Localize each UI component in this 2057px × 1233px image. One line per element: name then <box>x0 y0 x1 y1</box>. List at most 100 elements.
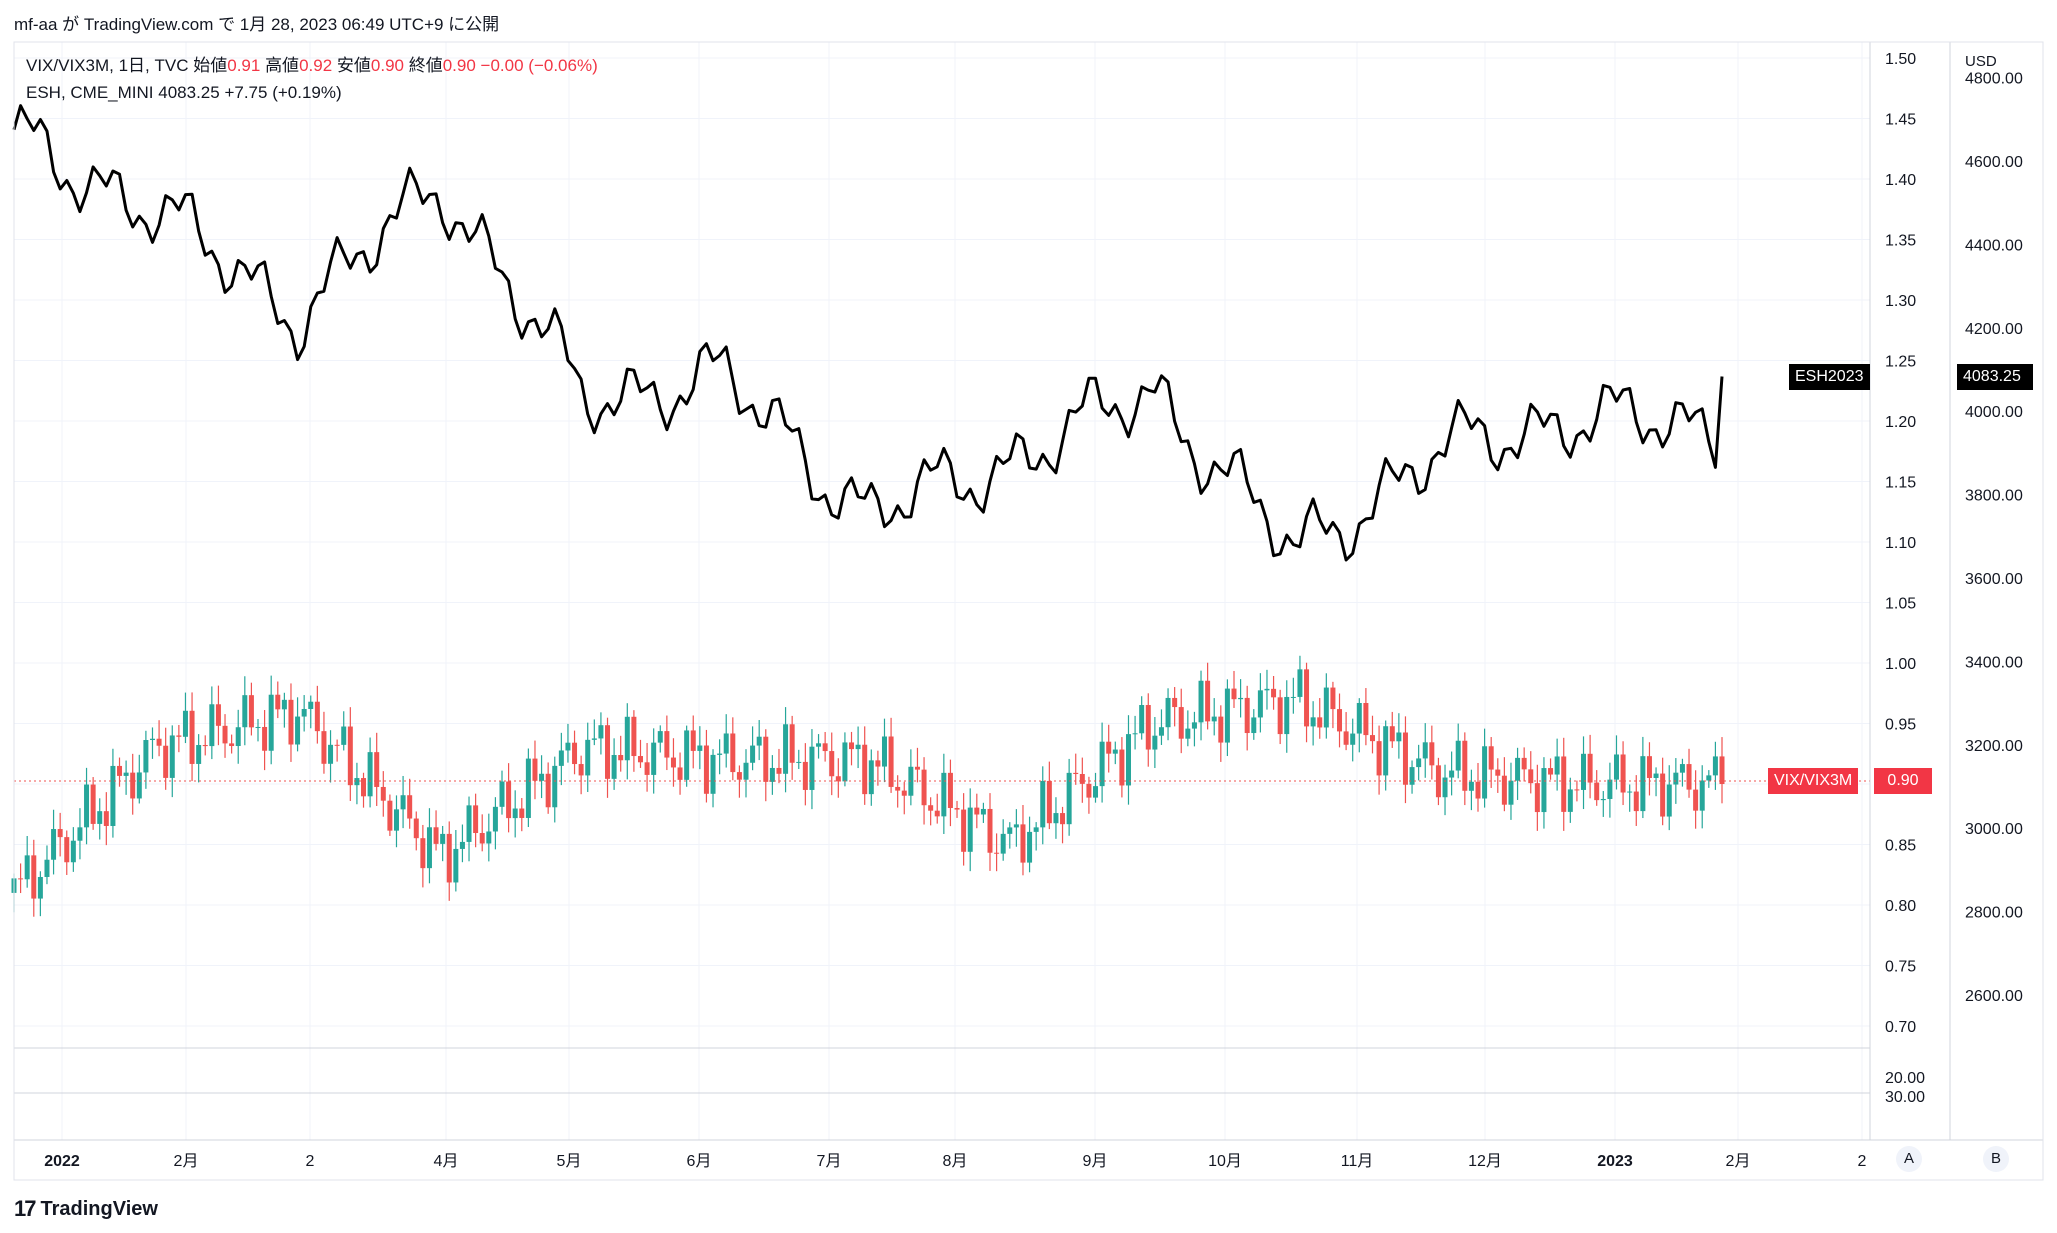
legend-vix-symbol: VIX/VIX3M, 1日, TVC <box>26 56 189 75</box>
candle-body <box>1435 765 1441 798</box>
candle-body <box>347 726 353 786</box>
candle-body <box>1277 697 1283 735</box>
candle-body <box>420 838 426 869</box>
time-axis[interactable]: 2022 2月 2 4月 5月 6月 7月 8月 9月 10月 11月 12月 2023 2月 2 <box>44 1153 1866 1170</box>
candle-body <box>84 784 90 828</box>
es-tick-label: 2800.00 <box>1965 905 2023 922</box>
vix-tick-label: 0.95 <box>1885 717 1916 734</box>
candle-body <box>1449 770 1455 778</box>
currency-label: USD <box>1965 53 1997 70</box>
candle-body <box>31 855 37 899</box>
legend-close-label: 終値 <box>408 56 443 75</box>
candle-body <box>1646 756 1652 778</box>
candle-body <box>1271 688 1277 698</box>
candle-body <box>1396 732 1402 742</box>
candle-body <box>822 743 828 752</box>
grid-lines <box>14 42 1870 1140</box>
candle-body <box>532 758 538 781</box>
candle-body <box>202 745 208 747</box>
candle-body <box>1191 722 1197 729</box>
candle-body <box>947 772 953 809</box>
candle-body <box>1442 777 1448 798</box>
candle-body <box>1145 705 1151 750</box>
candle-body <box>149 738 155 741</box>
legend-high-value: 0.92 <box>299 56 333 75</box>
legend-es-row[interactable]: ESH, CME_MINI 4083.25 +7.75 (+0.19%) <box>26 79 598 106</box>
es-line-series <box>12 104 1724 562</box>
legend-es-symbol: ESH, CME_MINI <box>26 83 154 102</box>
candle-body <box>1462 740 1468 791</box>
candle-body <box>1581 753 1587 790</box>
candle-body <box>624 716 630 761</box>
candle-body <box>1073 772 1079 775</box>
es-last-price-tag: 4083.25 <box>1957 364 2033 390</box>
candle-body <box>1548 768 1554 775</box>
vix-tick-label: 0.80 <box>1885 898 1916 915</box>
candle-body <box>1152 735 1158 750</box>
candle-body <box>44 859 50 877</box>
candle-body <box>473 805 479 834</box>
candle-body <box>763 736 769 782</box>
candle-body <box>1613 754 1619 780</box>
candle-body <box>400 795 406 810</box>
es-tick-label: 4800.00 <box>1965 71 2023 88</box>
candle-body <box>1620 754 1626 793</box>
vix-price-axis[interactable]: 1.50 1.45 1.40 1.35 1.30 1.25 1.20 1.15 1.10 1.05… <box>1885 51 1916 1036</box>
candle-body <box>1574 789 1580 791</box>
candle-body <box>657 731 663 743</box>
candle-body <box>756 736 762 746</box>
time-tick-label: 2022 <box>44 1153 80 1170</box>
log-scale-button[interactable]: B <box>1983 1146 2009 1172</box>
time-tick-label: 12月 <box>1468 1153 1502 1170</box>
candle-body <box>37 876 43 899</box>
candle-body <box>730 733 736 773</box>
candle-body <box>736 772 742 780</box>
candle-body <box>479 833 485 844</box>
candle-body <box>1693 789 1699 811</box>
candle-body <box>459 841 465 849</box>
candle-body <box>565 742 571 751</box>
legend-vix-row[interactable]: VIX/VIX3M, 1日, TVC 始値0.91 高値0.92 安値0.90 … <box>26 52 598 79</box>
candle-body <box>354 778 360 786</box>
es-tick-label: 4000.00 <box>1965 404 2023 421</box>
candle-body <box>1369 735 1375 742</box>
candle-body <box>618 755 624 761</box>
candle-body <box>51 829 57 860</box>
auto-scale-button[interactable]: A <box>1896 1146 1922 1172</box>
candle-body <box>1699 780 1705 811</box>
publish-header: mf-aa が TradingView.com で 1月 28, 2023 06… <box>14 15 500 34</box>
candle-body <box>1093 786 1099 798</box>
candle-body <box>670 757 676 768</box>
candle-body <box>1066 772 1072 825</box>
candle-body <box>1046 780 1052 824</box>
candle-body <box>1594 782 1600 801</box>
tradingview-brand: TradingView <box>40 1197 158 1220</box>
candle-body <box>1139 705 1145 734</box>
candle-body <box>334 744 340 746</box>
candle-body <box>1158 727 1164 736</box>
candle-body <box>1119 749 1125 786</box>
candle-body <box>512 808 518 819</box>
candle-body <box>70 840 76 863</box>
es-price-axis[interactable]: 4800.00 4600.00 4400.00 4200.00 4000.00 3800.… <box>1965 71 2023 1005</box>
vix-tick-label: 1.35 <box>1885 233 1916 250</box>
vix-tick-label: 1.10 <box>1885 535 1916 552</box>
candle-body <box>123 772 129 776</box>
candle-body <box>110 765 116 826</box>
candle-body <box>24 855 30 880</box>
candle-body <box>1508 780 1514 805</box>
candle-body <box>1304 669 1310 727</box>
candle-body <box>776 767 782 774</box>
candle-body <box>328 744 334 764</box>
candle-body <box>1363 702 1369 736</box>
tradingview-logo[interactable]: 17 TradingView <box>14 1196 158 1222</box>
candle-body <box>1238 697 1244 700</box>
candle-body <box>967 807 973 852</box>
candle-body <box>1205 680 1211 722</box>
candle-body <box>1679 764 1685 773</box>
vix-series-label-tag: VIX/VIX3M <box>1768 768 1859 794</box>
candle-body <box>301 708 307 717</box>
candle-body <box>750 745 756 763</box>
candle-body <box>539 773 545 781</box>
